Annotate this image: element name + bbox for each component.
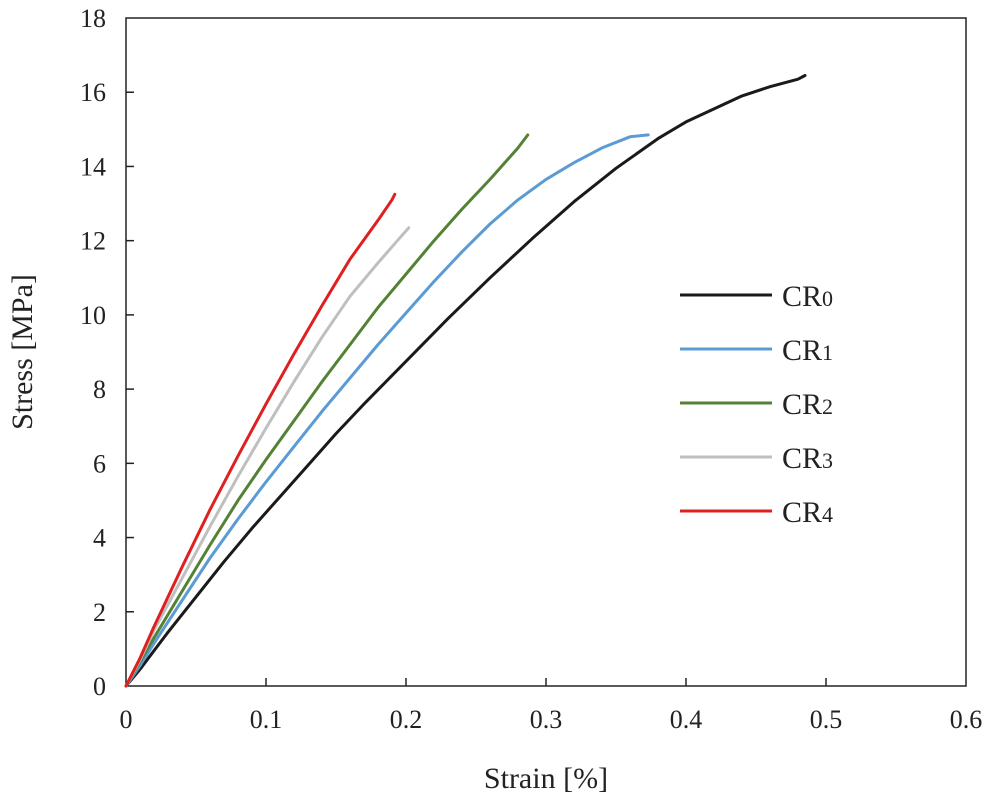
series-line-cr2: [124, 133, 530, 688]
plot-area: [125, 17, 967, 687]
y-tick-label: 2: [93, 598, 106, 627]
x-tick-label: 0.1: [250, 705, 283, 734]
x-tick-label: 0.2: [390, 705, 423, 734]
series-line-cr0: [124, 74, 807, 688]
series-line-cr1: [124, 133, 650, 688]
y-axis-ticks: 0 2 4 6 8 10 12 14 16 18: [80, 4, 134, 701]
y-tick-label: 6: [93, 449, 106, 478]
y-tick-label: 0: [93, 672, 106, 701]
legend-label-cr3: CR3: [782, 442, 833, 475]
y-tick-label: 14: [80, 152, 106, 181]
x-tick-label: 0: [120, 705, 133, 734]
legend-label-cr1: CR1: [782, 334, 833, 367]
y-tick-label: 12: [80, 227, 106, 256]
x-axis-ticks: 0 0.1 0.2 0.3 0.4 0.5 0.6: [120, 678, 983, 734]
legend-label-cr0: CR0: [782, 280, 833, 313]
x-tick-label: 0.3: [530, 705, 563, 734]
x-tick-label: 0.5: [810, 705, 843, 734]
x-tick-label: 0.4: [670, 705, 703, 734]
y-tick-label: 10: [80, 301, 106, 330]
x-axis-title: Strain [%]: [484, 762, 608, 795]
series-line-cr4: [124, 192, 397, 688]
y-tick-label: 18: [80, 4, 106, 33]
series-lines: [124, 74, 807, 688]
y-axis-title: Stress [MPa]: [6, 274, 39, 430]
x-tick-label: 0.6: [950, 705, 983, 734]
legend: CR0 CR1 CR2 CR3 CR4: [680, 280, 833, 529]
y-tick-label: 16: [80, 78, 106, 107]
y-tick-label: 8: [93, 375, 106, 404]
legend-label-cr2: CR2: [782, 388, 833, 421]
legend-label-cr4: CR4: [782, 496, 833, 529]
y-tick-label: 4: [93, 524, 106, 553]
